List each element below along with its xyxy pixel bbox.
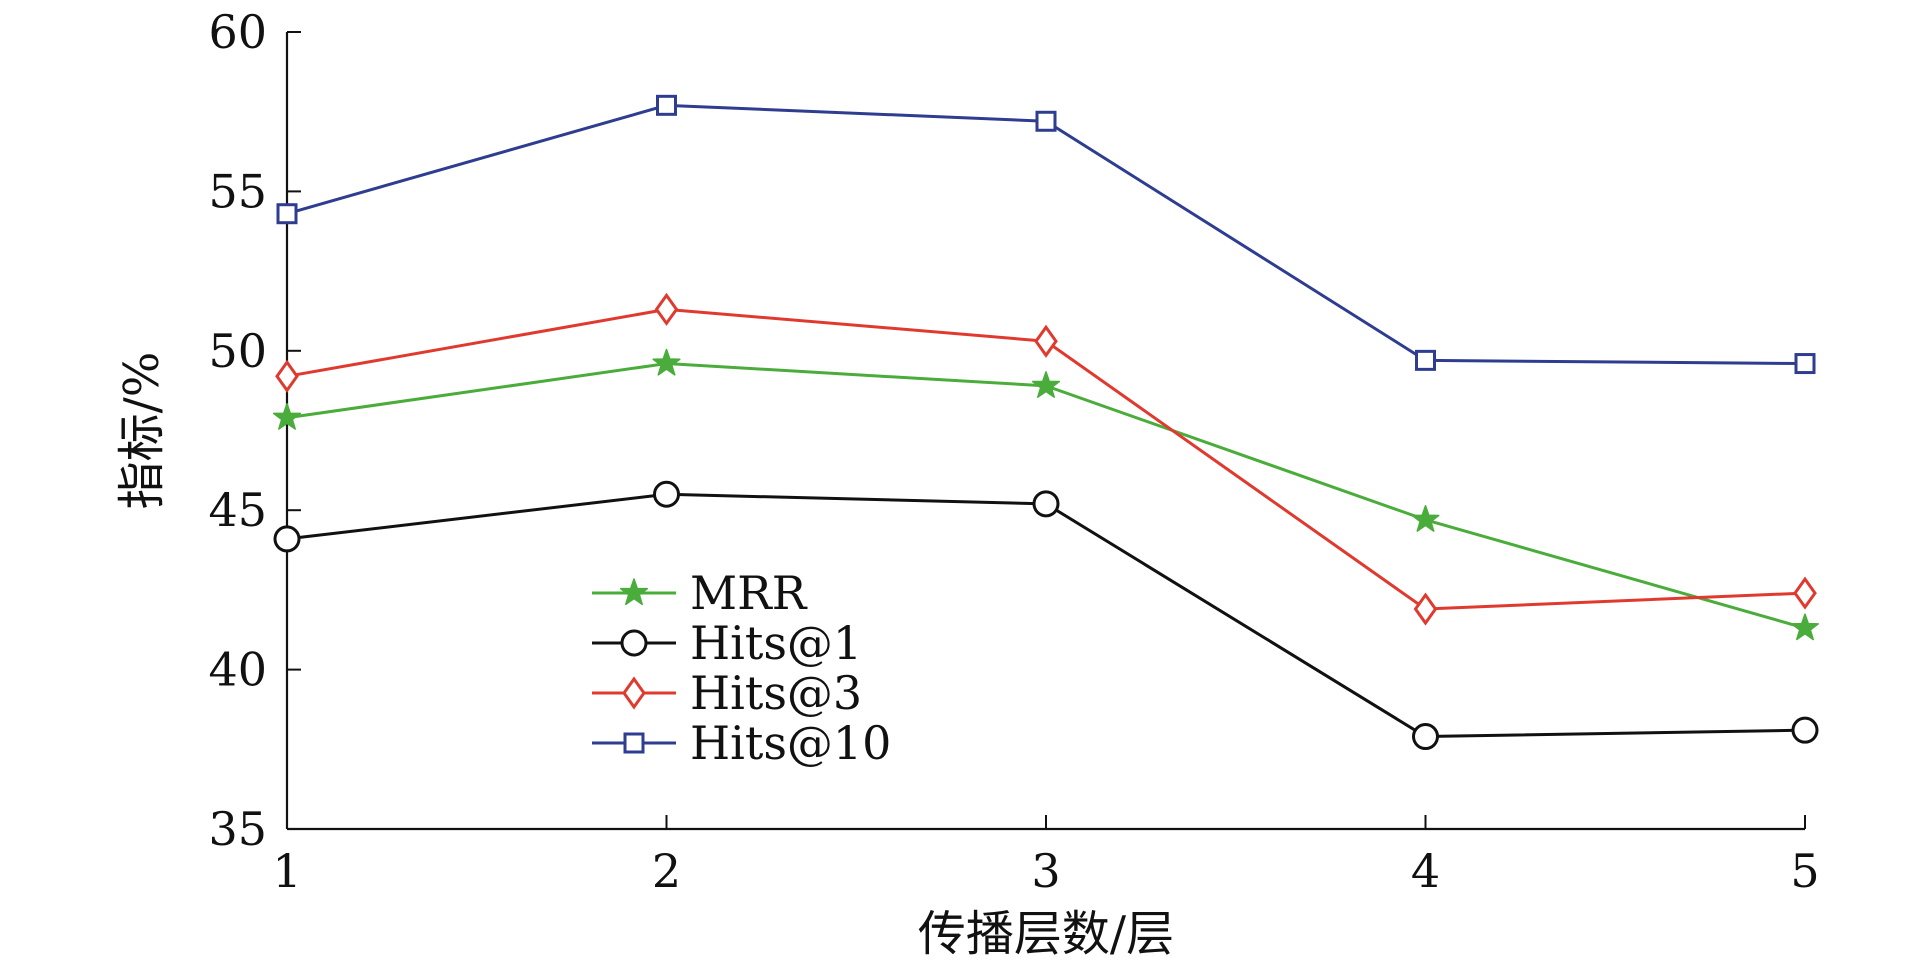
data-point-hits-1 [653,480,680,508]
data-point-hits-1 [1412,723,1439,751]
y-tick-label: 40 [208,643,267,697]
data-point-hits-3 [1034,324,1058,358]
series-mrr [272,348,1820,641]
series-hits-1 [273,480,1819,751]
legend-marker-hits-3 [622,676,646,710]
y-tick-label: 55 [208,164,267,218]
legend-marker-mrr [619,578,649,606]
series-hits-10 [276,94,1816,375]
x-tick-label: 5 [1790,844,1819,898]
data-point-hits-1 [1032,490,1060,518]
series-hits-3 [275,292,1817,626]
data-point-hits-3 [1793,576,1817,610]
y-tick-label: 60 [208,5,267,59]
data-point-mrr [652,348,681,376]
data-point-hits-3 [1413,592,1438,626]
x-tick-label: 2 [652,844,681,898]
legend-label-hits-3: Hits@3 [690,666,862,720]
data-point-hits-3 [275,359,299,393]
legend-label-hits-1: Hits@1 [690,616,862,670]
y-axis-title: 指标/% [114,352,170,510]
data-point-hits-10 [276,203,298,225]
x-tick-label: 3 [1031,844,1060,898]
data-point-mrr [1411,505,1440,532]
legend-item-hits-10: Hits@10 [592,716,891,770]
data-point-mrr [1790,613,1820,641]
legend-marker-hits-1 [620,629,648,657]
data-point-hits-10 [1794,353,1816,375]
data-point-hits-10 [1415,349,1436,371]
data-point-hits-1 [273,525,301,553]
x-tick-label: 1 [272,844,301,898]
data-point-hits-3 [654,292,679,326]
legend-label-mrr: MRR [690,566,808,620]
y-tick-label: 35 [208,802,267,856]
legend-item-mrr: MRR [592,566,808,620]
legend-label-hits-10: Hits@10 [690,716,891,770]
series-line-hits-1 [286,492,1806,739]
data-point-hits-10 [1035,110,1057,132]
data-point-mrr [272,403,302,430]
legend-marker-hits-10 [623,732,645,754]
data-point-hits-1 [1791,716,1819,744]
y-tick-label: 45 [208,483,267,537]
x-tick-label: 4 [1411,844,1440,898]
y-tick-label: 50 [208,324,267,378]
x-axis-title: 传播层数/层 [918,906,1174,962]
series-group [272,94,1820,751]
data-point-hits-10 [656,94,677,116]
legend-item-hits-1: Hits@1 [592,616,862,670]
legend-item-hits-3: Hits@3 [592,666,862,720]
data-point-mrr [1031,371,1061,398]
